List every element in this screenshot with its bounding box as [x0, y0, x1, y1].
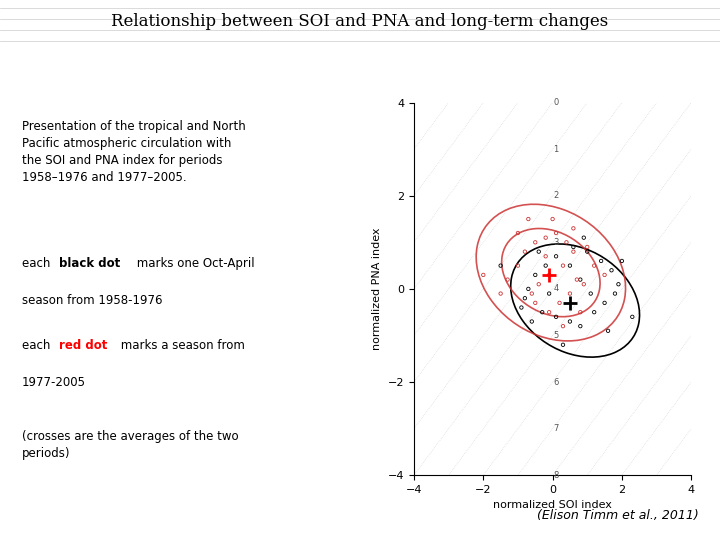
- Point: [575, 275, 586, 284]
- Text: Presentation of the tropical and North
Pacific atmospheric circulation with
the : Presentation of the tropical and North P…: [22, 120, 246, 184]
- Point: [544, 289, 555, 298]
- Text: 4: 4: [553, 285, 559, 293]
- Point: [477, 271, 489, 279]
- Point: [564, 289, 576, 298]
- Text: (Elison Timm et al., 2011): (Elison Timm et al., 2011): [536, 509, 698, 522]
- Point: [602, 327, 613, 335]
- Point: [512, 229, 523, 238]
- Text: black dot: black dot: [59, 257, 120, 270]
- Point: [561, 238, 572, 247]
- Point: [613, 280, 624, 288]
- Point: [495, 261, 506, 270]
- Point: [502, 275, 513, 284]
- Point: [626, 313, 638, 321]
- Point: [599, 299, 611, 307]
- Text: 2: 2: [553, 191, 559, 200]
- Text: 7: 7: [553, 424, 559, 433]
- Point: [544, 271, 555, 279]
- Point: [582, 242, 593, 251]
- Point: [606, 266, 617, 275]
- Point: [588, 308, 600, 316]
- Point: [567, 242, 579, 251]
- Point: [516, 303, 527, 312]
- Point: [540, 261, 552, 270]
- Point: [595, 256, 607, 265]
- Point: [588, 261, 600, 270]
- Point: [564, 317, 576, 326]
- Point: [526, 289, 538, 298]
- Point: [544, 308, 555, 316]
- Point: [533, 247, 544, 256]
- Point: [550, 313, 562, 321]
- Text: 6: 6: [553, 377, 559, 387]
- Point: [567, 247, 579, 256]
- Point: [575, 322, 586, 330]
- Text: 1977-2005: 1977-2005: [22, 376, 86, 389]
- Point: [529, 299, 541, 307]
- Point: [540, 252, 552, 261]
- Point: [599, 271, 611, 279]
- Point: [546, 215, 558, 224]
- Y-axis label: normalized PNA index: normalized PNA index: [372, 228, 382, 350]
- Point: [571, 275, 582, 284]
- Text: marks one Oct-April: marks one Oct-April: [133, 257, 255, 270]
- Point: [578, 280, 590, 288]
- Point: [523, 215, 534, 224]
- Point: [578, 233, 590, 242]
- Point: [519, 247, 531, 256]
- Text: marks a season from: marks a season from: [117, 339, 246, 352]
- Point: [495, 289, 506, 298]
- Point: [557, 261, 569, 270]
- Point: [567, 224, 579, 233]
- Point: [550, 252, 562, 261]
- Text: each: each: [22, 257, 54, 270]
- X-axis label: normalized SOI index: normalized SOI index: [493, 501, 612, 510]
- Text: each: each: [22, 339, 54, 352]
- Point: [523, 285, 534, 293]
- Text: 1: 1: [553, 145, 559, 154]
- Point: [557, 341, 569, 349]
- Point: [582, 247, 593, 256]
- Point: [529, 271, 541, 279]
- Point: [529, 238, 541, 247]
- Point: [616, 256, 628, 265]
- Text: 8: 8: [553, 471, 559, 480]
- Point: [557, 322, 569, 330]
- Point: [550, 229, 562, 238]
- Point: [554, 299, 565, 307]
- Text: 5: 5: [553, 331, 559, 340]
- Point: [512, 261, 523, 270]
- Point: [564, 261, 576, 270]
- Point: [575, 308, 586, 316]
- Point: [519, 294, 531, 302]
- Text: Relationship between SOI and PNA and long-term changes: Relationship between SOI and PNA and lon…: [112, 13, 608, 30]
- Text: red dot: red dot: [59, 339, 107, 352]
- Text: 3: 3: [553, 238, 559, 247]
- Text: season from 1958-1976: season from 1958-1976: [22, 294, 162, 307]
- Point: [609, 289, 621, 298]
- Point: [585, 289, 596, 298]
- Text: 0: 0: [553, 98, 559, 107]
- Point: [533, 280, 544, 288]
- Point: [540, 233, 552, 242]
- Text: (crosses are the averages of the two
periods): (crosses are the averages of the two per…: [22, 430, 238, 461]
- Point: [536, 308, 548, 316]
- Point: [526, 317, 538, 326]
